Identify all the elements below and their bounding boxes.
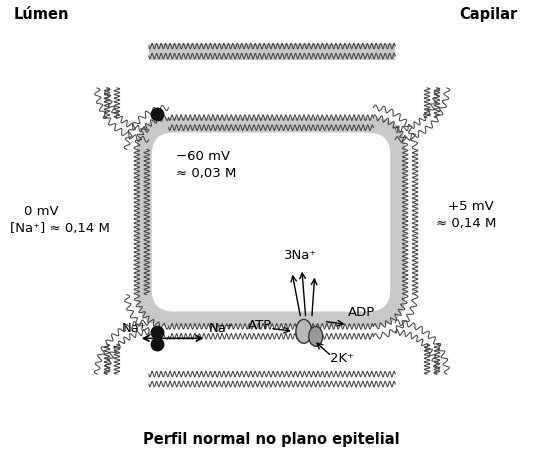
- Text: 3Na⁺: 3Na⁺: [284, 249, 317, 262]
- Ellipse shape: [309, 326, 323, 346]
- Text: ≈ 0,03 M: ≈ 0,03 M: [175, 167, 236, 181]
- FancyBboxPatch shape: [137, 118, 405, 326]
- Text: 2K⁺: 2K⁺: [330, 352, 353, 365]
- Text: −60 mV: −60 mV: [175, 150, 230, 164]
- Text: Na⁺: Na⁺: [122, 322, 147, 335]
- Text: Perfil normal no plano epitelial: Perfil normal no plano epitelial: [143, 432, 399, 446]
- Text: Lúmen: Lúmen: [14, 7, 69, 22]
- Text: Na⁺: Na⁺: [209, 322, 233, 335]
- Text: [Na⁺] ≈ 0,14 M: [Na⁺] ≈ 0,14 M: [10, 222, 110, 235]
- Polygon shape: [149, 44, 395, 60]
- Text: ATP: ATP: [248, 319, 273, 332]
- Text: 0 mV: 0 mV: [23, 205, 58, 218]
- Text: +5 mV: +5 mV: [448, 200, 494, 213]
- Text: ≈ 0,14 M: ≈ 0,14 M: [436, 217, 496, 230]
- Text: ADP: ADP: [348, 307, 375, 319]
- FancyBboxPatch shape: [151, 133, 390, 312]
- Ellipse shape: [296, 319, 312, 343]
- Text: Capilar: Capilar: [459, 7, 517, 22]
